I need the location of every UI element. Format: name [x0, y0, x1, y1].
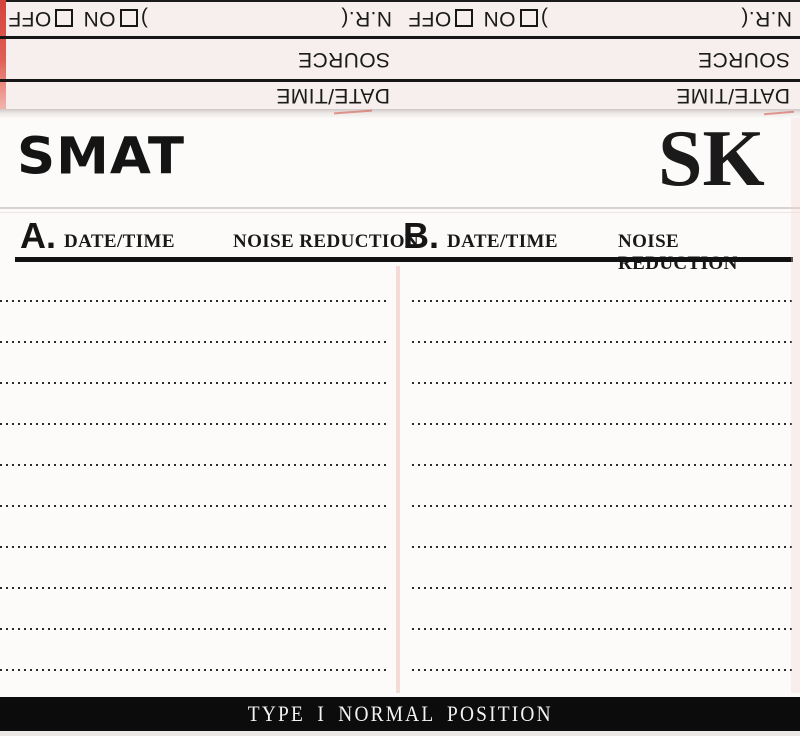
header-underline: [15, 257, 793, 262]
tape-type-bar: TYPE I NORMAL POSITION: [0, 697, 800, 731]
datetime-row: DATE/TIME DATE/TIME: [0, 83, 800, 108]
checkbox-off-icon: [455, 9, 474, 28]
checkbox-on-icon: [519, 9, 538, 28]
writing-line: [0, 669, 390, 671]
source-label: SOURCE: [697, 48, 790, 71]
scan-bottom-edge: [0, 731, 800, 736]
writing-line: [412, 505, 795, 507]
flap-top-rule: [4, 0, 800, 2]
fold-ridge-line: [0, 207, 800, 209]
source-label-right: SOURCE: [400, 40, 800, 78]
spine-flap: N.R.( ) ON OFF N.R.( ) ON OFF: [0, 0, 800, 109]
fold-ridge-line: [0, 212, 800, 213]
writing-line: [0, 628, 390, 630]
source-label: SOURCE: [297, 48, 390, 71]
flap-divider-rule: [0, 36, 800, 39]
source-label-left: SOURCE: [0, 40, 400, 78]
nr-row-left: N.R.( ) ON OFF: [0, 2, 400, 35]
writing-column-side-b: [412, 300, 795, 673]
off-label: OFF: [408, 7, 452, 31]
center-fold-tint: [396, 266, 400, 693]
writing-line: [412, 464, 795, 466]
writing-line: [0, 505, 390, 507]
datetime-label: DATE/TIME: [275, 84, 390, 108]
side-a-noise-heading: NOISE REDUCTION: [233, 231, 420, 252]
writing-line: [412, 546, 795, 548]
on-label: ON: [83, 7, 116, 31]
source-row: SOURCE SOURCE: [0, 40, 800, 78]
nr-options: ) ON OFF: [8, 7, 148, 31]
right-edge-tint: [791, 118, 800, 693]
writing-line: [412, 423, 795, 425]
writing-line: [0, 546, 390, 548]
writing-line: [412, 300, 795, 302]
writing-line: [0, 423, 390, 425]
side-b-noise-heading: NOISE REDUCTION: [618, 231, 738, 274]
writing-line: [412, 628, 795, 630]
datetime-label-left: DATE/TIME: [0, 83, 400, 108]
writing-line: [0, 464, 390, 466]
side-b-datetime-heading: DATE/TIME: [447, 231, 558, 252]
fold-shadow: [0, 109, 800, 118]
writing-line: [412, 382, 795, 384]
nr-close-paren: ): [140, 7, 148, 31]
writing-line: [412, 669, 795, 671]
side-a-label: A.: [20, 215, 56, 256]
writing-line: [0, 382, 390, 384]
nr-close-paren: ): [540, 7, 548, 31]
tape-type-label: TYPE I NORMAL POSITION: [247, 701, 553, 726]
red-edge-stripe: [0, 0, 6, 109]
side-b-label: B.: [403, 215, 439, 256]
writing-line: [412, 341, 795, 343]
checkbox-on-icon: [119, 9, 138, 28]
brand-logo: SMAT: [17, 127, 185, 186]
checkbox-off-icon: [55, 9, 74, 28]
nr-label: N.R.(: [341, 7, 392, 31]
nr-row: N.R.( ) ON OFF N.R.( ) ON OFF: [0, 2, 800, 35]
datetime-label-right: DATE/TIME: [400, 83, 800, 108]
side-a-datetime-heading: DATE/TIME: [64, 231, 175, 252]
nr-options: ) ON OFF: [408, 7, 548, 31]
flap-divider-rule: [0, 79, 800, 82]
writing-line: [0, 587, 390, 589]
model-name: SK: [658, 115, 765, 203]
writing-line: [412, 587, 795, 589]
nr-row-right: N.R.( ) ON OFF: [400, 2, 800, 35]
writing-line: [0, 300, 390, 302]
off-label: OFF: [8, 7, 52, 31]
nr-label: N.R.(: [741, 7, 792, 31]
writing-line: [0, 341, 390, 343]
on-label: ON: [483, 7, 516, 31]
datetime-label: DATE/TIME: [675, 84, 790, 108]
writing-column-side-a: [0, 300, 390, 673]
